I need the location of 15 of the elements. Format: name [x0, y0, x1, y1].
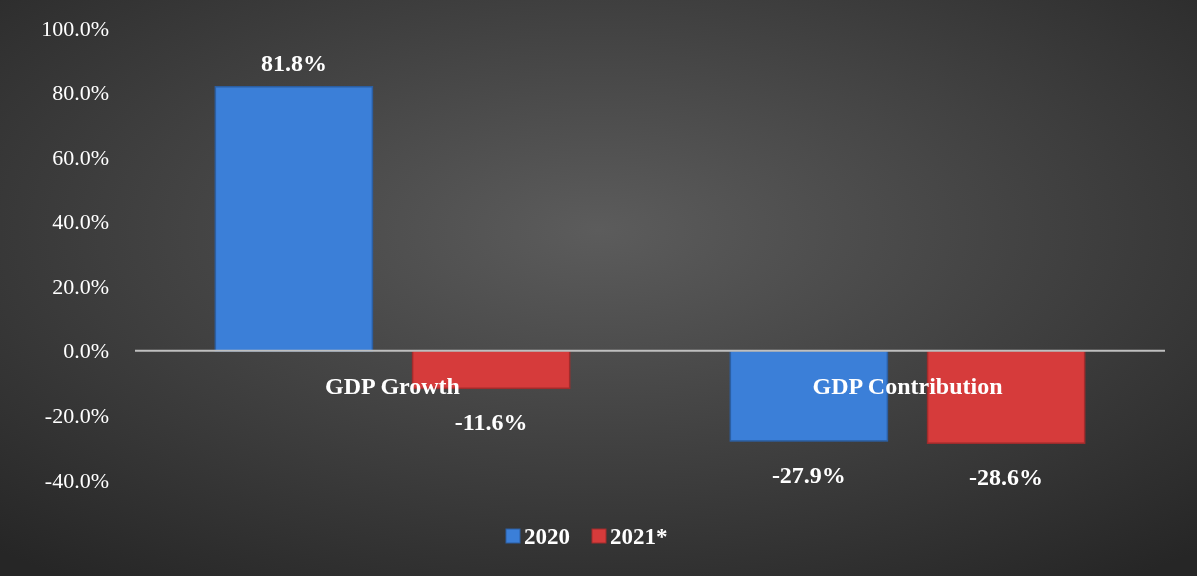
legend-label: 2020 — [524, 524, 570, 549]
y-tick-label: -40.0% — [44, 467, 109, 493]
legend-label: 2021* — [610, 524, 668, 549]
y-tick-label: -20.0% — [44, 402, 109, 428]
text: -27.9% — [771, 461, 846, 488]
y-tick-label: 60.0% — [52, 144, 109, 170]
y-tick-label: 100.0% — [41, 15, 109, 41]
y-tick-label: 40.0% — [52, 209, 109, 235]
text: 81.8% — [260, 49, 327, 76]
text: -28.6% — [969, 464, 1044, 491]
y-tick-label: 0.0% — [63, 338, 109, 364]
x-tick-label: GDP Growth — [325, 372, 460, 399]
y-tick-label: 80.0% — [52, 80, 109, 106]
text: -11.6% — [454, 409, 528, 436]
y-tick-label: 20.0% — [52, 273, 109, 299]
